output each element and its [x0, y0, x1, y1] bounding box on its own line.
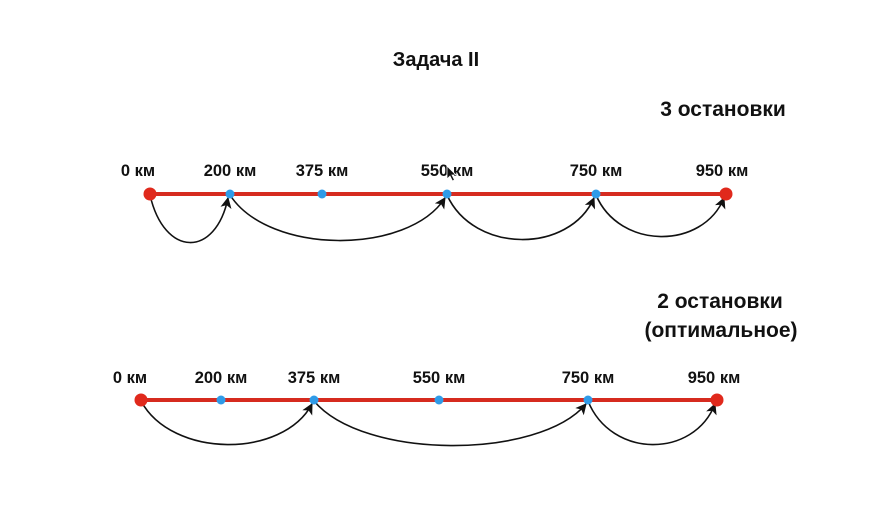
- endpoint-dot: [134, 393, 148, 407]
- mouse-cursor-icon: [446, 165, 457, 182]
- hop-arrow: [140, 400, 313, 446]
- endpoint-dot: [719, 187, 733, 201]
- scenario-three-stops: 3 остановки 0 км 200 км 375 км 550 км 750 км…: [121, 98, 786, 244]
- station-label: 550 км: [413, 369, 466, 387]
- station-label: 375 км: [288, 369, 341, 387]
- scenario-two-stops-optimal: 2 остановки (оптимальное) 0 км 200 км 375 …: [113, 290, 798, 447]
- station-label: 950 км: [696, 162, 749, 180]
- station-label: 200 км: [204, 162, 257, 180]
- hop-arrow: [595, 194, 726, 238]
- station-dot: [434, 395, 444, 405]
- scenario-heading-line: (оптимальное): [644, 319, 797, 342]
- station-label: 0 км: [113, 369, 147, 387]
- hop-arrow: [229, 194, 446, 242]
- station-dot: [216, 395, 226, 405]
- station-dot: [309, 395, 319, 405]
- station-label: 0 км: [121, 162, 155, 180]
- station-dot: [583, 395, 593, 405]
- station-label: 950 км: [688, 369, 741, 387]
- station-label: 750 км: [562, 369, 615, 387]
- hop-arrow: [149, 194, 232, 244]
- station-label: 200 км: [195, 369, 248, 387]
- scenario-heading-line: 2 остановки: [657, 290, 783, 313]
- station-dot: [591, 189, 601, 199]
- route-layer: 0 км 200 км 375 км 550 км 750 км 950 км: [121, 162, 749, 244]
- station-label: 375 км: [296, 162, 349, 180]
- station-label: 750 км: [570, 162, 623, 180]
- station-dot: [225, 189, 235, 199]
- hop-arrow: [446, 194, 596, 241]
- hop-arrow: [313, 400, 587, 447]
- hop-arrow: [587, 400, 717, 446]
- endpoint-dot: [710, 393, 724, 407]
- station-dot: [442, 189, 452, 199]
- route-layer: 0 км 200 км 375 км 550 км 750 км 950 км: [113, 369, 741, 447]
- station-dot: [317, 189, 327, 199]
- endpoint-dot: [143, 187, 157, 201]
- page-title: Задача II: [393, 49, 479, 71]
- scenario-heading-line: 3 остановки: [660, 98, 786, 121]
